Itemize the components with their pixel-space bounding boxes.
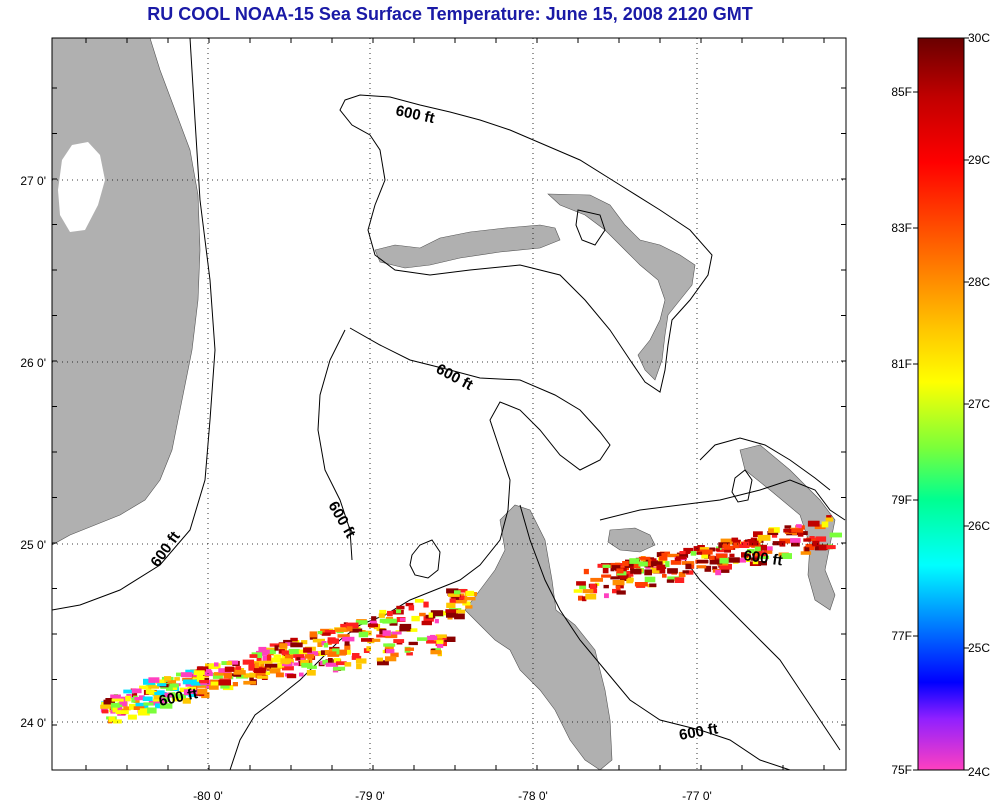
- map-ticks: [52, 38, 846, 770]
- lat-label: 26 0': [20, 356, 46, 370]
- andros-land: [464, 504, 613, 770]
- lon-label: -78 0': [518, 789, 548, 803]
- colorbar-c-label: 26C: [968, 519, 990, 533]
- map-frame: [51, 37, 847, 771]
- colorbar-c-label: 30C: [968, 31, 990, 45]
- colorbar-c-label: 25C: [968, 641, 990, 655]
- sst-swath: [100, 515, 842, 724]
- contour-label: 600 ft: [394, 102, 436, 127]
- colorbar-f-label: 79F: [891, 493, 912, 507]
- abaco-land: [547, 193, 696, 381]
- lat-label: 25 0': [20, 538, 46, 552]
- contour-label: 600 ft: [147, 528, 183, 570]
- colorbar: 30C 29C 28C 27C 26C 25C 24C 85F 83F 81F …: [891, 31, 990, 779]
- lat-label: 27 0': [20, 174, 46, 188]
- colorbar-f-label: 83F: [891, 221, 912, 235]
- colorbar-f-label: 77F: [891, 629, 912, 643]
- colorbar-f-label: 75F: [891, 763, 912, 777]
- contour-labels: 600 ft 600 ft 600 ft 600 ft 600 ft 600 f…: [147, 102, 783, 744]
- florida-land: [52, 38, 201, 546]
- grand-bahama-land: [374, 224, 561, 269]
- lon-axis-labels: -80 0' -79 0' -78 0' -77 0': [193, 789, 712, 803]
- lake-okeechobee: [58, 142, 105, 232]
- colorbar-c-label: 29C: [968, 153, 990, 167]
- lon-label: -79 0': [355, 789, 385, 803]
- colorbar-c-label: 27C: [968, 397, 990, 411]
- lat-axis-labels: 27 0' 26 0' 25 0' 24 0': [20, 174, 46, 730]
- new-providence-land: [607, 527, 656, 553]
- map-title: RU COOL NOAA-15 Sea Surface Temperature:…: [147, 4, 753, 24]
- colorbar-c-label: 24C: [968, 765, 990, 779]
- colorbar-gradient: [917, 37, 965, 771]
- map-grid: [52, 38, 846, 770]
- contour-label: 600 ft: [678, 720, 720, 744]
- contour-label: 600 ft: [742, 547, 783, 569]
- lon-label: -77 0': [682, 789, 712, 803]
- bathymetry-contours: [52, 38, 846, 770]
- colorbar-c-label: 28C: [968, 275, 990, 289]
- eleuthera-land: [739, 444, 836, 611]
- lon-label: -80 0': [193, 789, 223, 803]
- contour-label: 600 ft: [325, 499, 359, 541]
- colorbar-f-label: 85F: [891, 85, 912, 99]
- lat-label: 24 0': [20, 716, 46, 730]
- colorbar-f-label: 81F: [891, 357, 912, 371]
- contour-label: 600 ft: [433, 361, 476, 394]
